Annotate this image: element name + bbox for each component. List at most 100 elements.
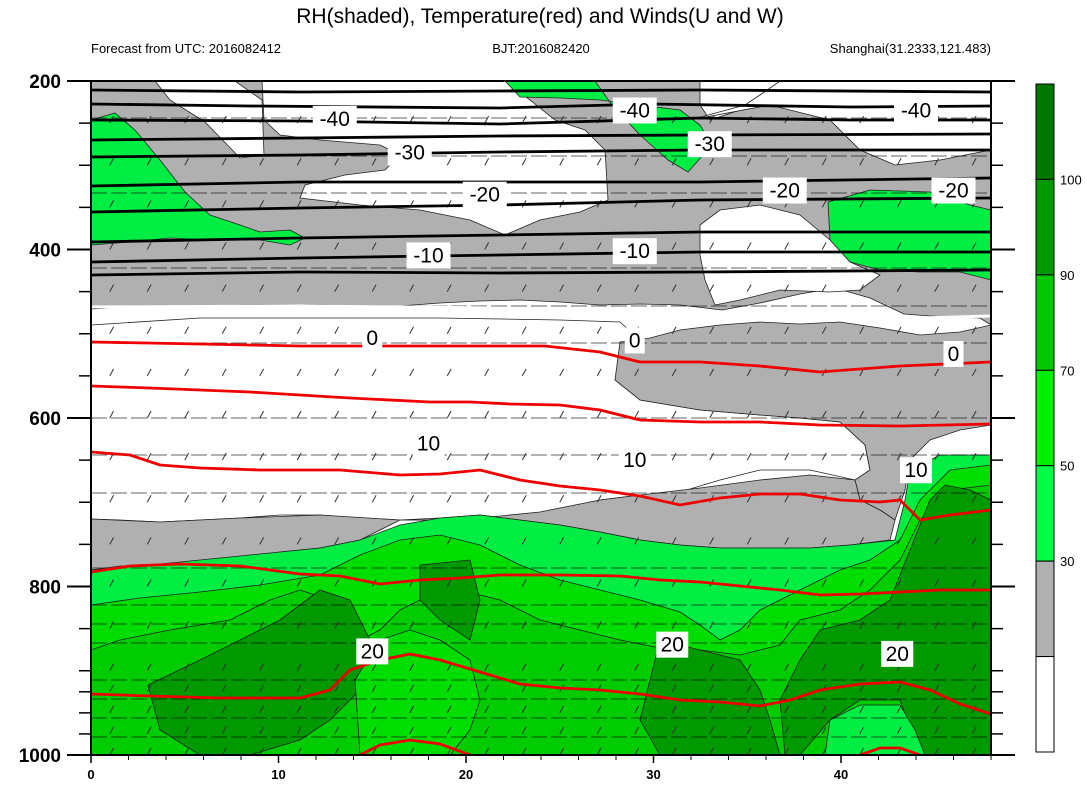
wind-barb — [896, 242, 902, 250]
wind-barb — [821, 663, 827, 671]
wind-barb — [446, 621, 452, 629]
wind-barb — [859, 452, 865, 461]
wind-barb — [484, 495, 490, 503]
wind-barb — [109, 537, 115, 545]
wind-barb — [259, 242, 265, 250]
wind-barb — [671, 747, 677, 755]
wind-barb — [221, 726, 227, 735]
contour-label-box — [406, 242, 451, 269]
wind-barb — [221, 368, 227, 377]
contour-label: 0 — [366, 327, 378, 350]
wind-barb — [409, 495, 415, 503]
wind-barb — [934, 705, 940, 714]
wind-barb — [746, 726, 752, 735]
wind-barb — [259, 621, 265, 629]
wind-barb — [671, 705, 677, 714]
wind-barb — [821, 705, 827, 714]
wind-barb — [746, 242, 752, 250]
wind-barb — [259, 747, 265, 755]
contour-label: -10 — [413, 244, 443, 267]
wind-barb — [596, 326, 602, 334]
contour-label-box — [931, 177, 976, 204]
wind-barb — [334, 368, 340, 377]
wind-barb — [371, 242, 377, 250]
wind-barb — [709, 410, 715, 419]
wind-barb — [596, 621, 602, 629]
wind-barb — [934, 663, 940, 671]
contour-label-box — [762, 177, 807, 204]
wind-barb — [184, 326, 190, 334]
wind-barb — [446, 495, 452, 503]
wind-barb — [221, 410, 227, 419]
wind-barb — [521, 579, 527, 587]
wind-barb — [671, 452, 677, 461]
wind-barb — [634, 663, 640, 671]
rh-light-green-bottom — [824, 704, 926, 755]
contour-label: 0 — [629, 329, 641, 352]
wind-barb — [409, 621, 415, 629]
wind-barb — [709, 452, 715, 461]
wind-barb — [296, 684, 302, 693]
wind-barb — [259, 579, 265, 587]
colorbar-segment — [1035, 465, 1055, 562]
wind-barb — [896, 537, 902, 545]
wind-barb — [221, 200, 227, 208]
wind-barb — [971, 158, 977, 166]
colorbar-tick-label: 70 — [1060, 363, 1074, 378]
wind-barb — [859, 158, 865, 166]
wind-barb — [521, 284, 527, 292]
contour-label: 0 — [948, 343, 960, 366]
wind-barb — [634, 705, 640, 714]
wind-barb — [559, 537, 565, 545]
wind-barb — [746, 326, 752, 334]
wind-barb — [371, 495, 377, 503]
wind-barb — [109, 158, 115, 166]
contour-label: 10 — [904, 459, 927, 482]
wind-barb — [484, 705, 490, 714]
wind-barb — [559, 410, 565, 419]
wind-barb — [184, 705, 190, 714]
wind-barb — [859, 705, 865, 714]
wind-barb — [746, 368, 752, 377]
wind-barb — [934, 747, 940, 755]
wind-barb — [409, 726, 415, 735]
wind-barb — [334, 705, 340, 714]
wind-barb — [371, 284, 377, 292]
wind-barb — [634, 684, 640, 693]
wind-barb — [521, 242, 527, 250]
wind-barb — [146, 452, 152, 461]
wind-barb — [709, 368, 715, 377]
wind-barb — [146, 495, 152, 503]
wind-barb — [296, 537, 302, 545]
wind-barb — [784, 242, 790, 250]
wind-barb — [821, 452, 827, 461]
wind-barb — [446, 684, 452, 693]
wind-barb — [934, 452, 940, 461]
wind-barb — [109, 410, 115, 419]
wind-barb — [784, 747, 790, 755]
wind-barb — [446, 284, 452, 292]
wind-barb — [184, 200, 190, 208]
wind-barb — [746, 158, 752, 166]
wind-barb — [746, 621, 752, 629]
wind-barb — [596, 705, 602, 714]
x-axis: 0 10 20 30 40 — [87, 755, 992, 782]
x-tick-label: 0 — [87, 767, 94, 782]
wind-barb — [746, 579, 752, 587]
contour-label-box — [900, 457, 932, 484]
temperature-contours-cold — [91, 88, 991, 277]
wind-barb — [146, 284, 152, 292]
wind-barb — [521, 747, 527, 755]
wind-barb — [221, 705, 227, 714]
contour-label-box — [943, 340, 964, 367]
wind-barb — [184, 242, 190, 250]
contour-label: 20 — [661, 634, 684, 657]
wind-barb — [259, 158, 265, 166]
y-tick-label: 800 — [29, 578, 61, 599]
wind-barb — [484, 115, 490, 124]
wind-barb — [746, 410, 752, 419]
contour-labels: -40 -40 -40 -30 -30 -20 -20 -20 -10 -10 0 0 0 10 10 10 2… — [312, 97, 976, 667]
wind-barb — [259, 684, 265, 693]
contour-label-box — [612, 97, 657, 124]
